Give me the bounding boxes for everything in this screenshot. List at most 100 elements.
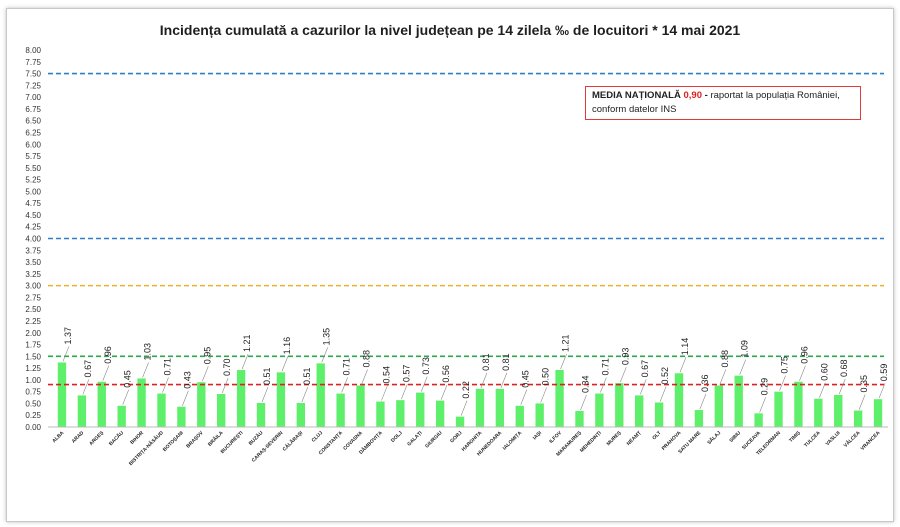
bar (674, 373, 684, 427)
value-leader-line (341, 377, 348, 393)
value-leader-line (819, 382, 826, 398)
bar (575, 410, 584, 427)
value-leader-line (719, 369, 727, 385)
value-leader-line (500, 372, 508, 388)
y-tick-label: 0.75 (25, 388, 41, 397)
x-tick-label: ILFOV (548, 430, 563, 445)
value-leader-line (620, 367, 627, 383)
bar (475, 388, 485, 427)
value-label: 0.52 (660, 367, 670, 385)
chart-title: Incidența cumulată a cazurilor la nivel … (159, 22, 741, 38)
y-tick-label: 0.50 (25, 399, 41, 408)
value-leader-line (321, 347, 328, 363)
value-label: 0.70 (222, 358, 232, 376)
bar (435, 400, 445, 427)
value-label: 0.59 (879, 364, 889, 382)
value-leader-line (82, 379, 90, 395)
value-leader-line (560, 353, 567, 370)
bar (296, 402, 305, 427)
legend-text-line2: conform datelor INS (592, 104, 677, 115)
y-tick-label: 1.25 (25, 364, 41, 373)
x-tick-label: VÂLCEA (842, 429, 862, 449)
bar (873, 399, 883, 427)
x-tick-label: TIMIȘ (788, 430, 802, 444)
value-leader-line (639, 379, 647, 395)
y-tick-label: 7.50 (25, 70, 41, 79)
bar (416, 392, 425, 427)
value-leader-line (878, 383, 886, 399)
value-label: 1.21 (561, 334, 571, 352)
bar (635, 395, 644, 427)
bar (555, 369, 564, 427)
x-tick-label: BRAȘOV (185, 430, 205, 450)
x-tick-label: ARGEȘ (88, 430, 105, 447)
value-leader-line (261, 386, 269, 403)
value-leader-line (460, 400, 468, 416)
x-tick-label: OLT (651, 430, 662, 441)
value-label: 0.68 (839, 359, 849, 377)
legend-dash: - (701, 90, 711, 101)
value-label: 0.43 (182, 371, 192, 389)
bar (595, 393, 604, 427)
bar (57, 362, 67, 427)
value-leader-line (659, 386, 667, 402)
value-label: 0.81 (501, 353, 511, 371)
y-tick-label: 3.00 (25, 282, 41, 291)
value-label: 0.51 (302, 367, 312, 385)
value-leader-line (540, 387, 547, 403)
bar (794, 381, 803, 427)
y-tick-label: 5.00 (25, 187, 41, 196)
y-tick-label: 1.75 (25, 341, 41, 350)
x-tick-label: BACĂU (107, 429, 125, 447)
value-label: 0.81 (481, 353, 491, 371)
y-tick-label: 4.00 (25, 235, 41, 244)
bar (515, 405, 524, 427)
y-tick-label: 0.25 (25, 411, 41, 420)
value-leader-line (858, 394, 866, 410)
value-leader-line (838, 378, 846, 395)
x-tick-label: DOLJ (390, 430, 404, 444)
value-label: 0.56 (441, 365, 451, 383)
y-tick-label: 1.00 (25, 376, 41, 385)
y-tick-label: 6.50 (25, 117, 41, 126)
value-label: 0.95 (202, 347, 212, 365)
x-tick-label: SIBIU (728, 430, 742, 444)
value-leader-line (182, 390, 189, 406)
bar (77, 395, 87, 427)
bar (217, 394, 226, 427)
x-tick-label: GALAȚI (406, 430, 424, 448)
value-label: 0.54 (381, 366, 391, 384)
value-leader-line (221, 377, 229, 394)
legend-text-line1: raportat la populația României, (710, 90, 840, 101)
y-tick-label: 4.75 (25, 199, 41, 208)
bar (177, 406, 186, 427)
value-leader-line (62, 346, 70, 362)
x-tick-label: BOTOȘANI (162, 430, 185, 453)
y-tick-label: 6.75 (25, 105, 41, 114)
value-label: 0.67 (640, 360, 650, 378)
y-tick-label: 3.50 (25, 258, 41, 267)
x-tick-label: BRĂILA (206, 429, 225, 448)
value-label: 0.93 (620, 348, 630, 366)
y-tick-label: 2.75 (25, 293, 41, 302)
bar (495, 388, 505, 427)
x-tick-label: BISTRIȚA-NĂSĂUD (127, 429, 165, 467)
value-leader-line (361, 369, 368, 385)
value-label: 0.45 (123, 370, 133, 388)
bar (774, 391, 783, 427)
bar (754, 413, 763, 427)
value-leader-line (600, 377, 607, 393)
bar (535, 403, 544, 427)
value-label: 0.50 (541, 368, 551, 386)
y-tick-label: 7.00 (25, 93, 41, 102)
y-tick-label: 7.75 (25, 58, 41, 67)
value-leader-line (401, 384, 408, 400)
bar (157, 393, 166, 427)
bar (336, 393, 345, 427)
value-leader-line (779, 375, 786, 391)
value-label: 0.22 (461, 381, 471, 399)
value-leader-line (241, 353, 249, 370)
bar (256, 402, 266, 427)
value-leader-line (381, 385, 388, 401)
value-leader-line (799, 365, 806, 381)
